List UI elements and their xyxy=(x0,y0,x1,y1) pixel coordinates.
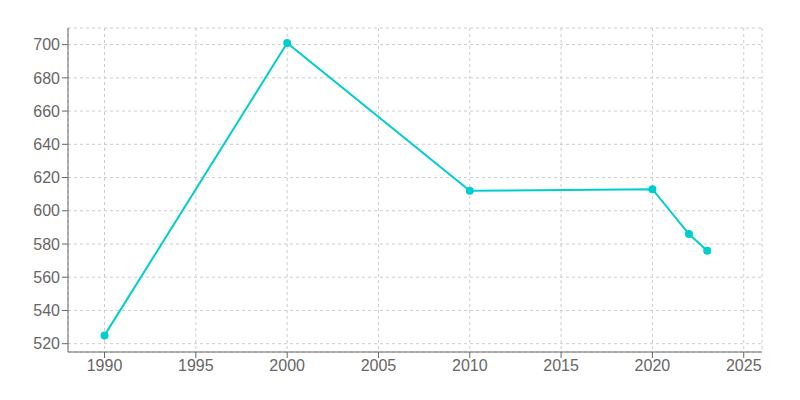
svg-text:1990: 1990 xyxy=(87,357,123,374)
svg-text:620: 620 xyxy=(33,169,60,186)
svg-text:2000: 2000 xyxy=(269,357,305,374)
svg-text:640: 640 xyxy=(33,136,60,153)
svg-text:2010: 2010 xyxy=(452,357,488,374)
svg-text:600: 600 xyxy=(33,202,60,219)
svg-text:2020: 2020 xyxy=(635,357,671,374)
svg-text:680: 680 xyxy=(33,70,60,87)
svg-text:560: 560 xyxy=(33,269,60,286)
svg-text:1995: 1995 xyxy=(178,357,214,374)
svg-text:700: 700 xyxy=(33,36,60,53)
svg-text:2015: 2015 xyxy=(543,357,579,374)
svg-text:580: 580 xyxy=(33,236,60,253)
svg-text:520: 520 xyxy=(33,335,60,352)
svg-text:660: 660 xyxy=(33,103,60,120)
svg-text:2005: 2005 xyxy=(361,357,397,374)
svg-text:540: 540 xyxy=(33,302,60,319)
svg-text:2025: 2025 xyxy=(726,357,762,374)
